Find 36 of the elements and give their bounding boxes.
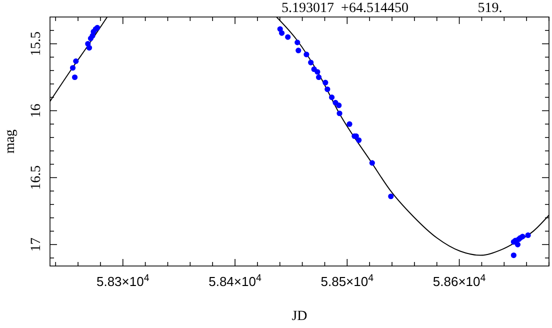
- point: [278, 30, 285, 36]
- point: [296, 48, 302, 54]
- x-tick-label: 5.86×10$^{4}$: [432, 272, 486, 289]
- point: [369, 160, 375, 166]
- point: [72, 74, 78, 80]
- y-tick-label: 17: [29, 238, 44, 252]
- y-tick-label: 16.5: [29, 165, 44, 190]
- point: [324, 86, 330, 92]
- point: [316, 74, 322, 80]
- point: [73, 58, 79, 64]
- y-axis-title: mag: [3, 129, 18, 154]
- point: [346, 121, 352, 127]
- x-axis-title: JD: [292, 309, 308, 324]
- point: [294, 40, 300, 46]
- y-tick-label: 15.5: [29, 32, 44, 56]
- point: [356, 137, 362, 143]
- point: [510, 252, 516, 258]
- chart-title: 5.193017 +64.514450: [282, 1, 408, 16]
- point: [314, 69, 320, 75]
- point: [525, 232, 531, 238]
- point: [336, 102, 342, 108]
- x-tick-label: 5.84×10$^{4}$: [208, 272, 262, 289]
- point: [70, 65, 76, 71]
- point: [304, 52, 310, 58]
- point: [328, 94, 335, 100]
- text: 519.: [478, 1, 502, 16]
- point: [285, 34, 291, 40]
- point: [388, 194, 394, 200]
- point: [514, 242, 521, 248]
- point: [322, 80, 328, 86]
- point: [336, 110, 342, 116]
- y-tick-label: 16: [29, 104, 44, 118]
- point: [86, 44, 92, 51]
- x-tick-label: 5.83×10$^{4}$: [96, 272, 150, 289]
- point: [308, 60, 314, 66]
- x-tick-label: 5.85×10$^{4}$: [320, 272, 374, 289]
